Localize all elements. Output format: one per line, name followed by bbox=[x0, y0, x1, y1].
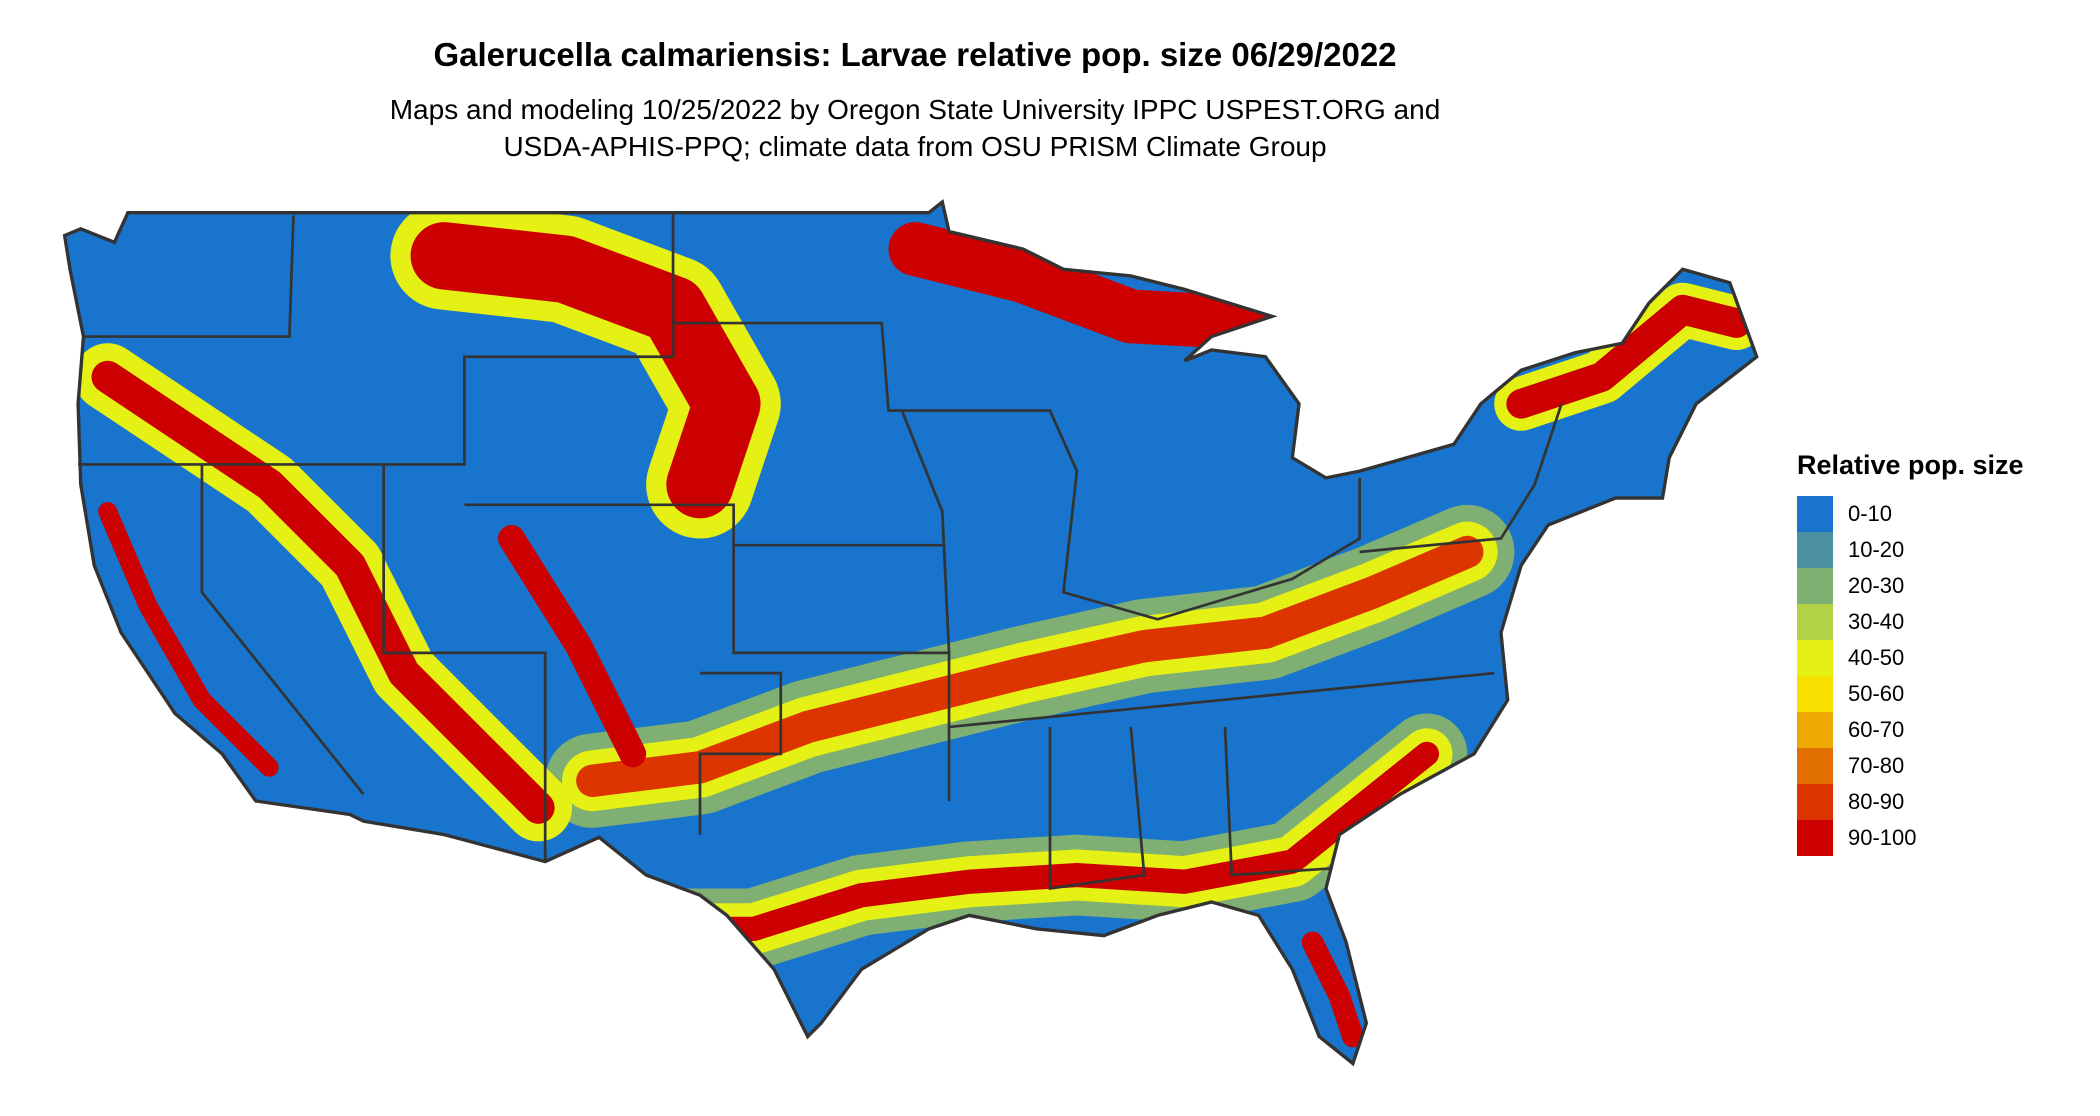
legend-item: 0-10 bbox=[1797, 496, 2024, 532]
legend-label: 70-80 bbox=[1848, 753, 1905, 778]
legend-item: 50-60 bbox=[1797, 676, 2024, 712]
legend-item: 90-100 bbox=[1797, 820, 2024, 856]
map-subtitle-line-2: USDA-APHIS-PPQ; climate data from OSU PR… bbox=[503, 131, 1327, 162]
map-title: Galerucella calmariensis: Larvae relativ… bbox=[433, 36, 1397, 73]
legend-label: 90-100 bbox=[1848, 825, 1917, 850]
legend-item: 70-80 bbox=[1797, 748, 2024, 784]
legend-label: 60-70 bbox=[1848, 717, 1905, 742]
legend-label: 10-20 bbox=[1848, 537, 1905, 562]
legend-item: 20-30 bbox=[1797, 568, 2024, 604]
legend-item: 80-90 bbox=[1797, 784, 2024, 820]
legend-swatch bbox=[1797, 820, 1833, 856]
legend-item: 10-20 bbox=[1797, 532, 2024, 568]
legend-swatch bbox=[1797, 640, 1833, 676]
legend-swatch bbox=[1797, 496, 1833, 532]
legend-item: 40-50 bbox=[1797, 640, 2024, 676]
base-0-10 bbox=[64, 201, 1757, 1064]
legend-label: 40-50 bbox=[1848, 645, 1905, 670]
legend-item: 60-70 bbox=[1797, 712, 2024, 748]
legend-swatch bbox=[1797, 712, 1833, 748]
legend-swatch bbox=[1797, 784, 1833, 820]
legend-label: 50-60 bbox=[1848, 681, 1905, 706]
population-bands bbox=[74, 201, 1757, 1048]
legend-item: 30-40 bbox=[1797, 604, 2024, 640]
legend: Relative pop. size 0-10 10-20 20-30 30-40 40… bbox=[1797, 450, 2024, 856]
legend-label: 20-30 bbox=[1848, 573, 1905, 598]
legend-label: 0-10 bbox=[1848, 501, 1893, 526]
us-outline bbox=[62, 198, 1759, 1067]
legend-label: 30-40 bbox=[1848, 609, 1905, 634]
map-subtitle-line-1: Maps and modeling 10/25/2022 by Oregon S… bbox=[389, 94, 1441, 125]
legend-swatch bbox=[1797, 676, 1833, 712]
legend-swatch bbox=[1797, 532, 1833, 568]
legend-title: Relative pop. size bbox=[1797, 450, 2024, 480]
state-borders bbox=[78, 212, 1563, 891]
legend-label: 80-90 bbox=[1848, 789, 1905, 814]
legend-swatch bbox=[1797, 748, 1833, 784]
legend-swatch bbox=[1797, 568, 1833, 604]
legend-swatch bbox=[1797, 604, 1833, 640]
